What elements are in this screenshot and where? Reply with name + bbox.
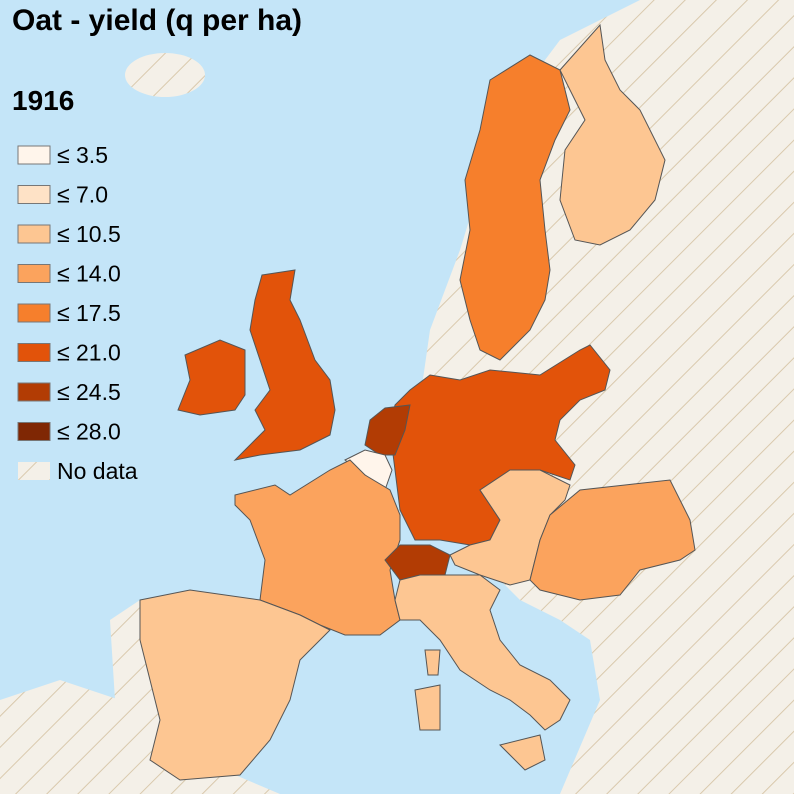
sicily xyxy=(499,734,546,771)
legend-label: ≤ 21.0 xyxy=(57,340,121,366)
legend-label: ≤ 3.5 xyxy=(57,142,108,168)
legend-swatch xyxy=(17,185,51,204)
legend-swatch xyxy=(17,145,51,165)
corsica xyxy=(424,649,441,676)
legend-swatch xyxy=(17,343,51,362)
legend-label: ≤ 28.0 xyxy=(57,419,121,445)
great-britain xyxy=(233,269,336,461)
legend-swatch-hatch xyxy=(18,462,50,480)
title: Oat - yield (q per ha) xyxy=(12,4,302,37)
legend-swatch xyxy=(17,422,51,441)
ireland xyxy=(177,339,246,416)
legend-label: ≤ 7.0 xyxy=(57,182,108,208)
italy xyxy=(394,574,571,731)
legend: ≤ 3.5 ≤ 7.0 ≤ 10.5 ≤ 14.0 ≤ 17.5 ≤ 21.0 ≤ 24.5… xyxy=(17,142,138,484)
hungary xyxy=(529,479,696,601)
austria xyxy=(449,469,571,586)
legend-label: ≤ 14.0 xyxy=(57,261,121,287)
legend-label: ≤ 10.5 xyxy=(57,221,121,247)
sweden xyxy=(459,54,571,361)
legend-label: ≤ 24.5 xyxy=(57,379,121,405)
legend-swatch xyxy=(17,224,51,244)
legend-label: ≤ 17.5 xyxy=(57,300,121,326)
legend-label: No data xyxy=(57,458,138,484)
countries xyxy=(139,23,696,781)
spain xyxy=(139,589,331,781)
legend-swatch xyxy=(17,264,51,283)
legend-swatch xyxy=(17,303,51,323)
legend-swatch xyxy=(17,382,51,402)
finland xyxy=(559,23,666,246)
sardinia xyxy=(414,684,441,731)
year: 1916 xyxy=(12,85,74,116)
